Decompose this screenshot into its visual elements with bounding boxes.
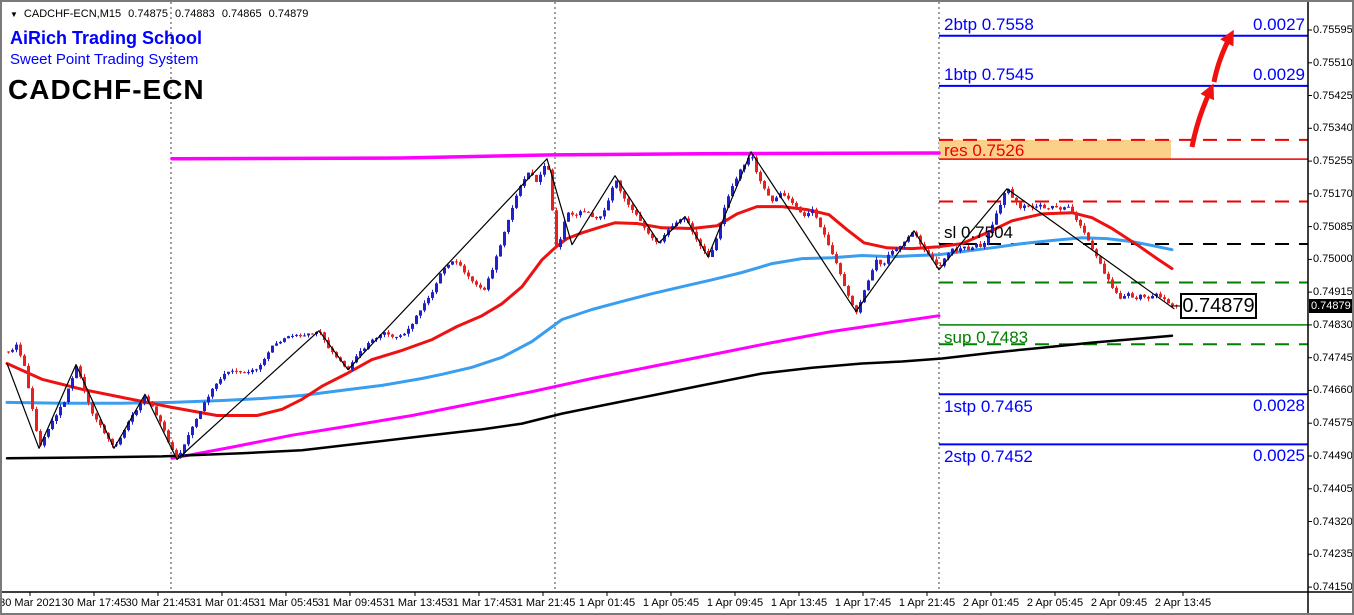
- bullish-arrow[interactable]: [1189, 83, 1215, 148]
- ma-mid-line: [5, 236, 1174, 405]
- resistance-zone-band: [939, 139, 1171, 160]
- bullish-arrow[interactable]: [1211, 29, 1234, 83]
- bear-candles: [7, 155, 1178, 459]
- trendline-resistance: [170, 151, 941, 161]
- zigzag-line: [6, 151, 1175, 461]
- trendline-support: [170, 314, 941, 460]
- bull-candles: [11, 154, 1158, 459]
- ma-slow-line: [5, 334, 1174, 460]
